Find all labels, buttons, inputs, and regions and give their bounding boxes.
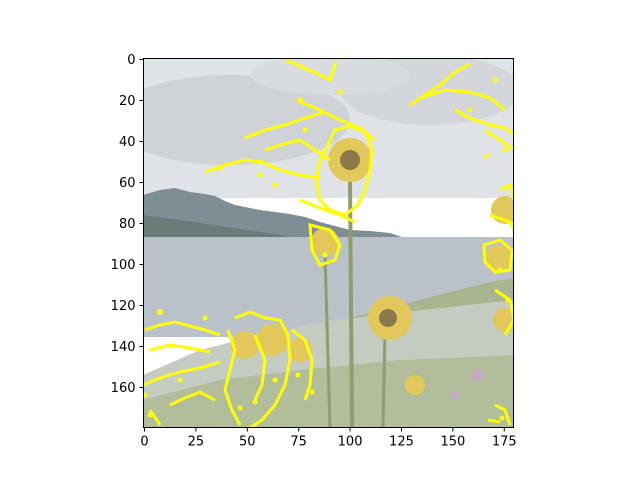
background-photo bbox=[143, 58, 514, 428]
x-tick-label: 0 bbox=[140, 435, 148, 450]
y-tick-label: 60 bbox=[119, 176, 136, 191]
stem bbox=[323, 254, 332, 428]
x-tick-label: 150 bbox=[440, 435, 465, 450]
overlay-stroke bbox=[299, 124, 374, 267]
y-tick-label: 140 bbox=[111, 340, 136, 355]
sunflower-center bbox=[340, 150, 360, 170]
overlay-stroke bbox=[487, 403, 512, 426]
sunflower bbox=[405, 375, 425, 395]
y-tick-label: 100 bbox=[111, 258, 136, 273]
x-tick-label: 75 bbox=[290, 435, 307, 450]
overlay-stroke bbox=[204, 58, 376, 180]
x-axis: 0 25 50 75 100 125 150 175 bbox=[140, 427, 517, 450]
sunflower bbox=[493, 308, 514, 332]
overlay-stroke bbox=[409, 62, 514, 160]
y-tick-label: 0 bbox=[127, 53, 135, 68]
x-tick-label: 175 bbox=[492, 435, 517, 450]
overlay-dots bbox=[143, 77, 511, 421]
y-tick-label: 80 bbox=[119, 217, 136, 232]
y-tick-label: 40 bbox=[119, 135, 136, 150]
axes-frame bbox=[143, 58, 514, 428]
x-tick-label: 25 bbox=[188, 435, 205, 450]
overlay-stroke bbox=[143, 310, 314, 428]
wildflower bbox=[451, 391, 459, 399]
y-tick-label: 20 bbox=[119, 94, 136, 109]
overlay-stroke bbox=[482, 182, 514, 336]
sunflower-center bbox=[379, 309, 397, 327]
x-tick-label: 100 bbox=[338, 435, 363, 450]
plot-area bbox=[143, 58, 514, 428]
y-tick-label: 120 bbox=[111, 299, 136, 314]
y-axis: 0 20 40 60 80 100 120 140 160 bbox=[111, 53, 144, 396]
stem bbox=[348, 179, 354, 428]
stem bbox=[381, 329, 387, 428]
sunflower bbox=[231, 331, 259, 359]
y-tick-label: 160 bbox=[111, 381, 136, 396]
overlay-layer bbox=[143, 58, 514, 428]
cloud bbox=[250, 58, 410, 95]
x-tick-label: 50 bbox=[239, 435, 256, 450]
wildflower bbox=[472, 369, 484, 381]
sunflower bbox=[485, 245, 511, 271]
x-tick-label: 125 bbox=[389, 435, 414, 450]
sunflower bbox=[256, 324, 288, 356]
sunflower bbox=[311, 228, 339, 256]
